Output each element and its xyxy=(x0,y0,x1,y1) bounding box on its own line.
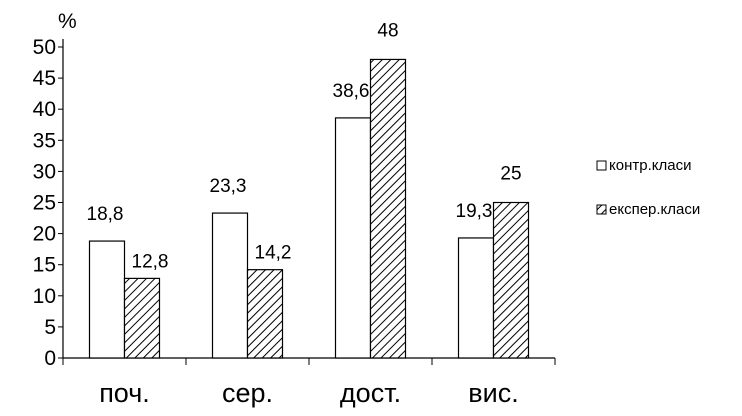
bars xyxy=(88,58,530,359)
data-label: 14,2 xyxy=(255,243,292,264)
y-tick-label: 5 xyxy=(44,316,56,339)
y-tick-label: 40 xyxy=(33,98,56,121)
bar-kontr xyxy=(211,212,249,359)
y-unit-label: % xyxy=(58,10,77,33)
y-tick-label: 35 xyxy=(33,129,56,152)
legend-label: експер.класи xyxy=(609,201,700,218)
data-label: 48 xyxy=(377,20,398,41)
bar-kontr xyxy=(88,240,126,359)
bar-eksper xyxy=(246,269,284,359)
y-tick-label: 0 xyxy=(44,347,56,370)
x-category-label: поч. xyxy=(99,378,150,408)
x-category-label: вис. xyxy=(468,378,518,408)
legend: контр.класи експер.класи xyxy=(596,157,700,218)
data-label: 18,8 xyxy=(87,204,124,225)
data-label: 25 xyxy=(500,164,521,185)
legend-label: контр.класи xyxy=(609,157,691,174)
data-label: 19,3 xyxy=(456,201,493,222)
y-tick-label: 50 xyxy=(33,36,56,59)
data-label: 23,3 xyxy=(210,176,247,197)
legend-swatch xyxy=(596,204,607,215)
y-tick-label: 15 xyxy=(33,254,56,277)
data-label: 12,8 xyxy=(132,251,169,272)
y-tick-label: 45 xyxy=(33,67,56,90)
bar-kontr xyxy=(457,237,495,359)
x-category-label: сер. xyxy=(222,378,273,408)
y-tick-label: 20 xyxy=(33,223,56,246)
y-tick-label: 10 xyxy=(33,285,56,308)
bar-eksper xyxy=(492,201,530,359)
y-axis: 0 5 10 15 20 25 30 35 40 45 50 xyxy=(33,36,64,370)
data-label: 38,6 xyxy=(333,81,370,102)
x-category-label: дост. xyxy=(340,378,401,408)
y-tick-label: 25 xyxy=(33,192,56,215)
bar-eksper xyxy=(369,58,407,359)
x-axis: поч. сер. дост. вис. xyxy=(62,357,556,408)
bar-eksper xyxy=(123,277,161,359)
legend-swatch xyxy=(596,160,607,171)
bar-kontr xyxy=(334,117,372,359)
y-tick-label: 30 xyxy=(33,160,56,183)
data-labels: 18,8 23,3 38,6 19,3 12,8 14,2 48 25 xyxy=(87,20,522,272)
